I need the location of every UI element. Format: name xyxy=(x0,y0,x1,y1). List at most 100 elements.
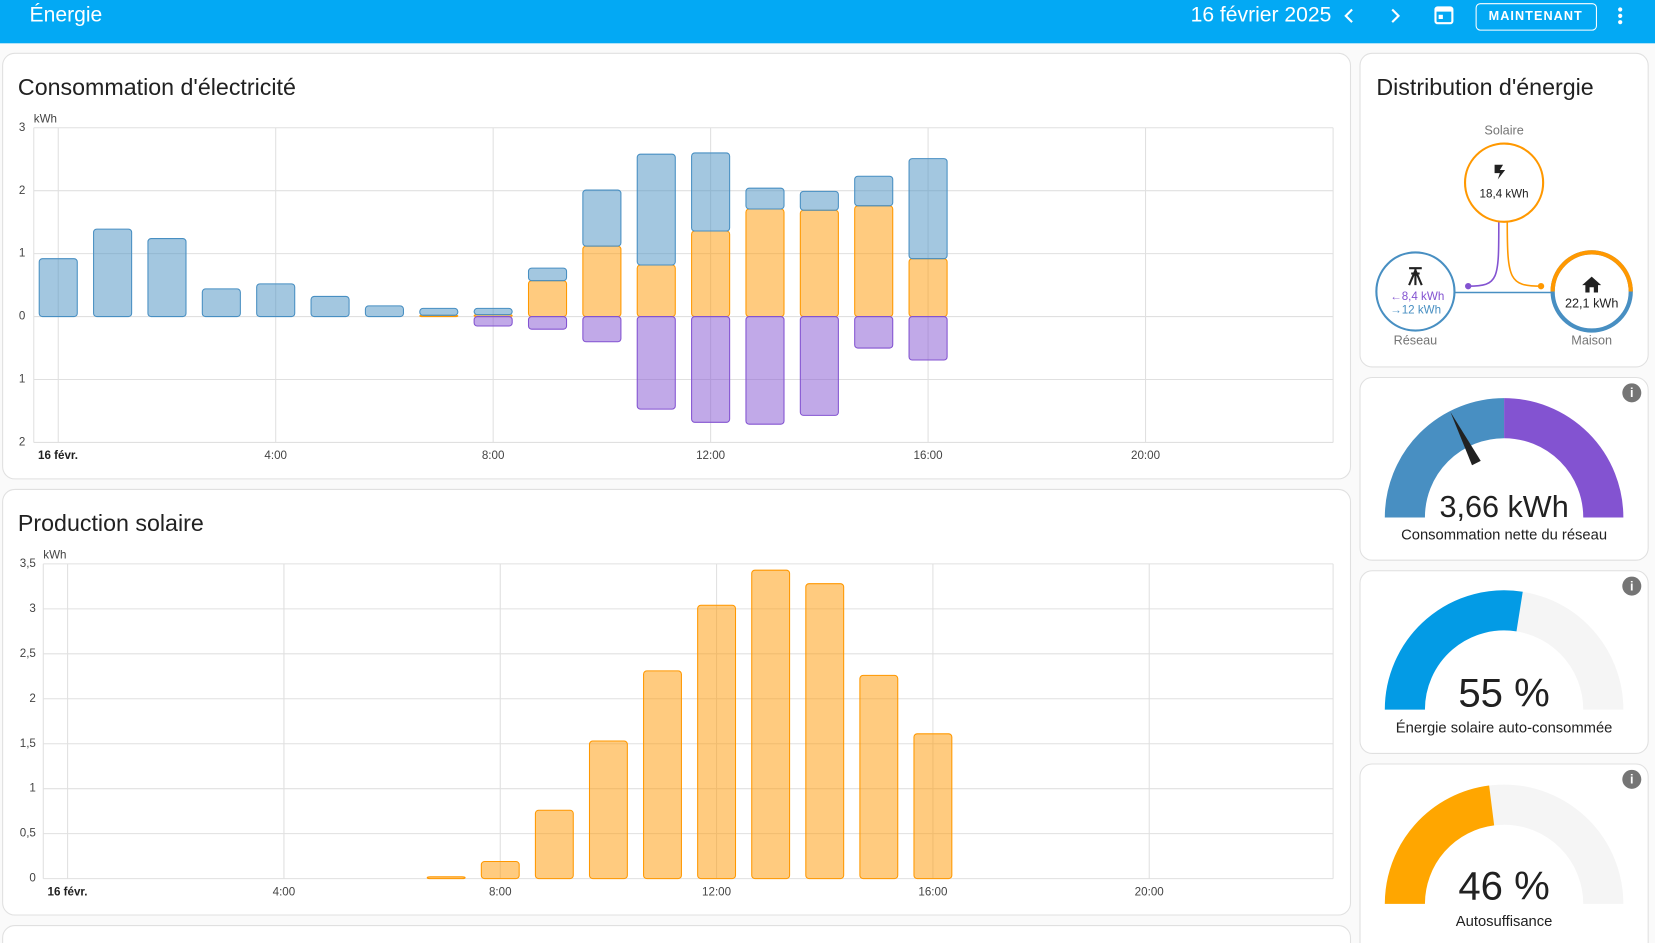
chart: kWh 2 1 0 1 2 3 16 févr. 4:00 8:00 12:00 16:00 20:00 xyxy=(19,112,1334,462)
bar xyxy=(310,295,350,318)
flow-dot xyxy=(1465,283,1472,290)
bar xyxy=(691,316,731,423)
node-value: 12 kWh xyxy=(1402,304,1441,317)
y-tick-label: 3 xyxy=(19,121,25,134)
bar xyxy=(473,307,513,316)
axis-unit: kWh xyxy=(34,112,57,125)
bar xyxy=(480,860,520,880)
bar xyxy=(582,316,622,343)
info-button[interactable]: i xyxy=(1622,383,1642,403)
gauge-value: 3,66 kWh xyxy=(1439,490,1568,524)
y-tick-label: 2 xyxy=(19,184,25,197)
bar xyxy=(854,205,894,318)
flow-line xyxy=(1506,221,1542,287)
bar xyxy=(691,152,731,232)
date: 16 février 2025 xyxy=(1191,3,1332,26)
node-label: Réseau xyxy=(1394,333,1438,347)
bar xyxy=(636,153,676,266)
page-title: Énergie xyxy=(30,3,103,26)
bar xyxy=(751,569,791,880)
node-value: 22,1 kWh xyxy=(1565,296,1618,310)
y-tick-label: 1,5 xyxy=(20,737,36,750)
gauge-value-arc xyxy=(1384,785,1495,905)
prev-button[interactable] xyxy=(1344,8,1353,23)
gauge-zone xyxy=(1384,398,1505,519)
grid-node[interactable] xyxy=(1375,251,1456,332)
bar xyxy=(527,280,568,318)
gauge-title: Consommation nette du réseau xyxy=(1401,527,1607,543)
chart: kWh 0 0,5 1 1,5 2 2,5 3 3,5 16 févr. 4:00 8:00 12:00… xyxy=(20,549,1334,898)
y-tick-label: 2,5 xyxy=(20,647,36,660)
bar xyxy=(799,209,839,318)
gauge-value: 55 % xyxy=(1458,671,1549,715)
bar xyxy=(854,316,894,349)
bar xyxy=(473,316,513,327)
x-tick-label: 20:00 xyxy=(1131,449,1160,462)
bar xyxy=(908,158,948,260)
bar xyxy=(745,187,785,210)
card-title: Consommation d'électricité xyxy=(18,74,296,100)
x-tick-label: 8:00 xyxy=(489,885,512,898)
arrow: ← xyxy=(1390,290,1402,303)
x-tick-label: 16 févr. xyxy=(47,885,87,898)
bar xyxy=(908,316,948,361)
y-tick-label: 3,5 xyxy=(20,557,36,570)
now-button[interactable] xyxy=(1475,3,1597,31)
flow-line xyxy=(1468,221,1500,287)
x-tick-label: 8:00 xyxy=(482,449,505,462)
consumption-card xyxy=(2,52,1352,480)
bar xyxy=(691,230,731,318)
bar xyxy=(147,238,187,318)
y-tick-label: 1 xyxy=(29,782,35,795)
gauge-title: Autosuffisance xyxy=(1456,914,1553,930)
x-tick-label: 20:00 xyxy=(1135,885,1164,898)
svg-text:i: i xyxy=(1630,579,1634,593)
bar xyxy=(697,604,737,880)
bar xyxy=(582,189,622,247)
calendar-button[interactable] xyxy=(1434,6,1454,25)
bar xyxy=(805,583,845,880)
x-tick-label: 16:00 xyxy=(918,885,947,898)
menu-button[interactable] xyxy=(1618,7,1623,25)
bar xyxy=(527,267,568,282)
bar xyxy=(588,740,628,880)
node-value: 18,4 kWh xyxy=(1480,187,1529,200)
home-icon xyxy=(1582,276,1602,293)
gauge-value-arc xyxy=(1384,590,1523,711)
bar xyxy=(859,674,899,880)
y-tick-label: 0 xyxy=(19,310,25,323)
y-tick-label: 2 xyxy=(19,436,25,449)
gauge-value: 46 % xyxy=(1458,865,1549,909)
bar xyxy=(643,670,682,880)
info-button[interactable]: i xyxy=(1622,576,1642,596)
bar xyxy=(419,307,459,316)
toolbar xyxy=(0,0,1655,44)
bar xyxy=(745,316,785,425)
y-tick-label: 0,5 xyxy=(20,827,36,840)
solar-icon xyxy=(1494,164,1506,180)
now-button-label[interactable]: MAINTENANT xyxy=(1489,9,1583,23)
y-tick-label: 3 xyxy=(29,602,35,615)
bar xyxy=(364,305,404,318)
svg-text:i: i xyxy=(1630,773,1634,787)
next-card xyxy=(2,925,1352,943)
y-tick-label: 1 xyxy=(19,373,25,386)
solar-node[interactable] xyxy=(1463,142,1545,223)
bar xyxy=(799,190,839,211)
x-tick-label: 4:00 xyxy=(264,449,287,462)
node-label: Solaire xyxy=(1484,123,1523,137)
home-node-ring xyxy=(1550,250,1633,292)
bar xyxy=(636,316,676,410)
svg-text:i: i xyxy=(1630,386,1634,400)
bar xyxy=(854,175,894,207)
x-tick-label: 16:00 xyxy=(914,449,943,462)
info-button[interactable]: i xyxy=(1622,769,1642,789)
bar xyxy=(799,316,839,416)
bar xyxy=(913,733,953,880)
bar xyxy=(636,264,676,318)
next-button[interactable] xyxy=(1391,8,1401,23)
y-tick-label: 1 xyxy=(19,247,25,260)
